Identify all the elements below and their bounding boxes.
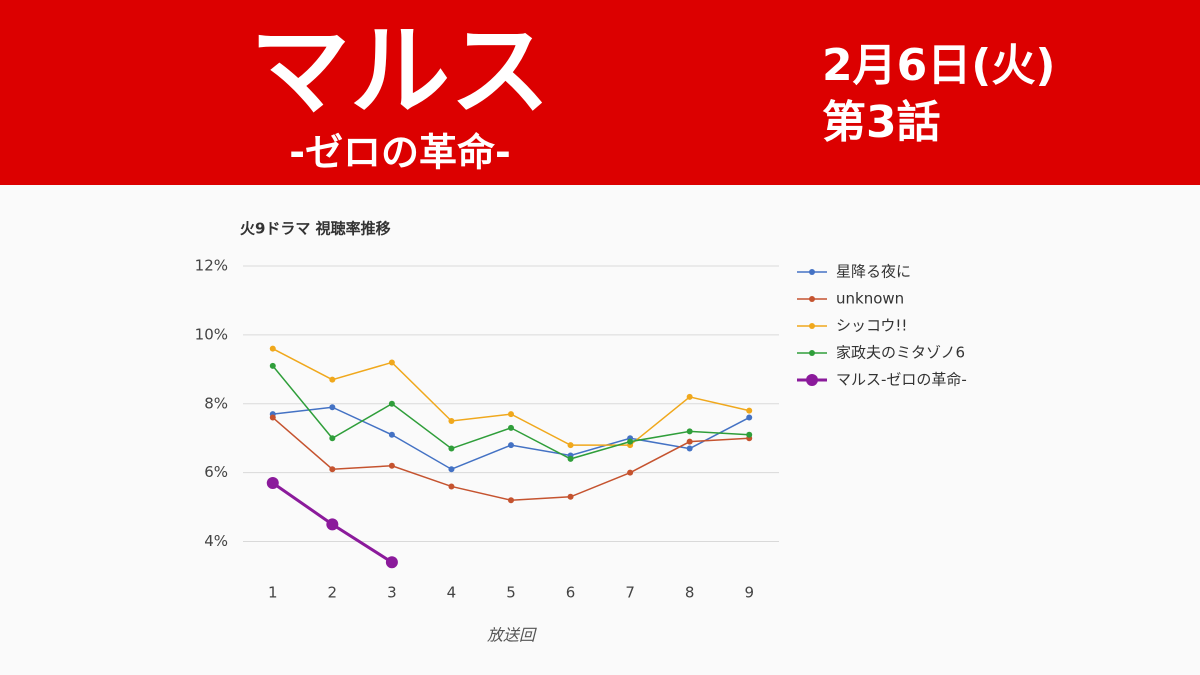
data-point [746, 414, 753, 421]
data-point [686, 438, 693, 445]
data-point [567, 493, 574, 500]
chart-background [0, 185, 1200, 675]
x-tick-label: 9 [744, 584, 754, 602]
y-tick-label: 8% [204, 394, 228, 412]
x-tick-label: 7 [625, 584, 635, 602]
legend-label: 家政夫のミタゾノ6 [836, 344, 965, 362]
data-point [627, 469, 634, 476]
y-tick-label: 12% [195, 257, 228, 275]
data-point [326, 518, 339, 531]
data-point [567, 455, 574, 462]
data-point [448, 466, 455, 473]
data-point [686, 445, 693, 452]
data-point [567, 442, 574, 449]
data-point [448, 445, 455, 452]
header-date: 2月6日(火) [822, 40, 1055, 91]
data-point [508, 424, 514, 431]
x-tick-label: 2 [328, 584, 338, 602]
x-tick-label: 8 [685, 584, 695, 602]
data-point [448, 483, 455, 490]
data-point [508, 411, 514, 418]
data-point [329, 376, 336, 383]
data-point [266, 477, 279, 489]
header-episode: 第3話 [822, 97, 941, 148]
header-band [0, 0, 1200, 185]
legend-marker [809, 269, 815, 275]
data-point [686, 393, 693, 400]
legend-marker [806, 374, 818, 386]
x-tick-label: 4 [447, 584, 457, 602]
legend-label: シッコウ!! [836, 317, 907, 335]
x-tick-label: 6 [566, 584, 576, 602]
data-point [627, 438, 634, 445]
legend-marker [809, 350, 815, 356]
data-point [508, 442, 514, 449]
legend-label: マルス-ゼロの革命- [836, 371, 967, 389]
legend-marker [809, 296, 815, 302]
data-point [388, 400, 395, 407]
legend-label: 星降る夜に [836, 263, 911, 281]
header-title: マルス [250, 12, 550, 129]
data-point [746, 407, 753, 414]
data-point [746, 431, 753, 438]
data-point [329, 404, 336, 411]
data-point [385, 556, 398, 569]
data-point [269, 362, 276, 369]
data-point [329, 466, 336, 473]
y-tick-label: 4% [204, 532, 228, 550]
data-point [329, 435, 336, 442]
legend-label: unknown [836, 290, 904, 308]
chart-title: 火9ドラマ 視聴率推移 [240, 220, 391, 238]
data-point [388, 359, 395, 366]
y-tick-label: 10% [195, 325, 228, 343]
x-tick-label: 5 [506, 584, 516, 602]
x-tick-label: 3 [387, 584, 397, 602]
data-point [508, 497, 514, 504]
data-point [388, 462, 395, 469]
data-point [388, 431, 395, 438]
data-point [686, 428, 693, 435]
x-axis-label: 放送回 [487, 626, 537, 645]
header-subtitle: -ゼロの革命- [289, 131, 511, 175]
data-point [269, 414, 276, 421]
data-point [448, 418, 455, 424]
x-tick-label: 1 [268, 584, 278, 602]
legend-marker [809, 323, 815, 329]
data-point [269, 345, 276, 352]
y-tick-label: 6% [204, 463, 228, 481]
